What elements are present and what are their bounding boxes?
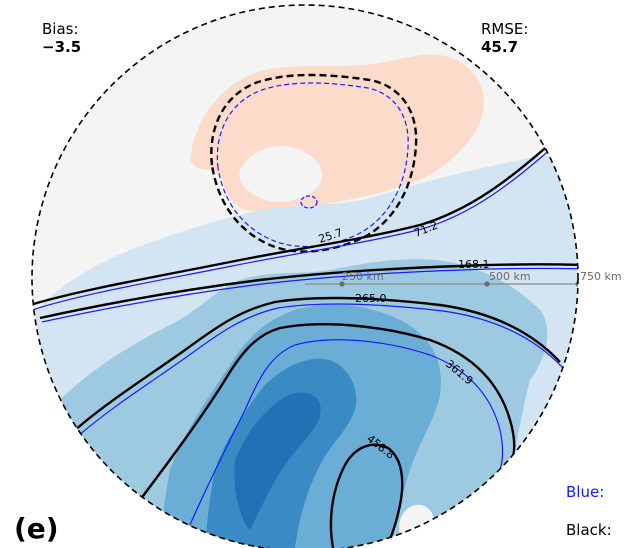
contour-label-168-1: 168.1 <box>458 258 490 271</box>
range-tick-750 <box>575 281 578 287</box>
bias-value: −3.5 <box>42 38 81 56</box>
rmse-value: 45.7 <box>481 38 518 56</box>
range-label-500: 500 km <box>489 270 531 283</box>
contour-458-black <box>329 443 404 548</box>
contour-265-blue <box>77 303 564 437</box>
blue-level-2-patch <box>100 401 194 452</box>
contour-361-black <box>139 323 516 501</box>
rmse-label: RMSE: <box>481 20 528 38</box>
contour-dashed-black <box>210 73 418 253</box>
panel-label: (e) <box>14 512 59 545</box>
contour-71-black <box>32 134 561 307</box>
bias-label: Bias: <box>42 20 79 38</box>
legend-black-label: Black: <box>566 521 612 539</box>
contour-265-black <box>74 296 561 431</box>
contour-dashed-blue <box>216 82 409 247</box>
range-tick-250 <box>339 281 345 287</box>
contour-label-265-0: 265.0 <box>355 292 387 305</box>
neutral-hole <box>239 146 323 202</box>
legend-blue-label: Blue: <box>566 483 604 501</box>
contour-71-blue <box>32 138 563 311</box>
blue-level-5 <box>234 392 321 530</box>
range-label-250: 250 km <box>342 270 384 283</box>
contour-168-blue <box>41 267 578 323</box>
contour-dashed-blue-small <box>300 195 318 209</box>
domain-boundary-circle <box>31 4 579 548</box>
range-tick-500 <box>484 281 490 287</box>
contour-168-black <box>39 263 578 320</box>
contour-361-blue <box>179 339 504 548</box>
range-label-750: 750 km <box>580 270 622 283</box>
